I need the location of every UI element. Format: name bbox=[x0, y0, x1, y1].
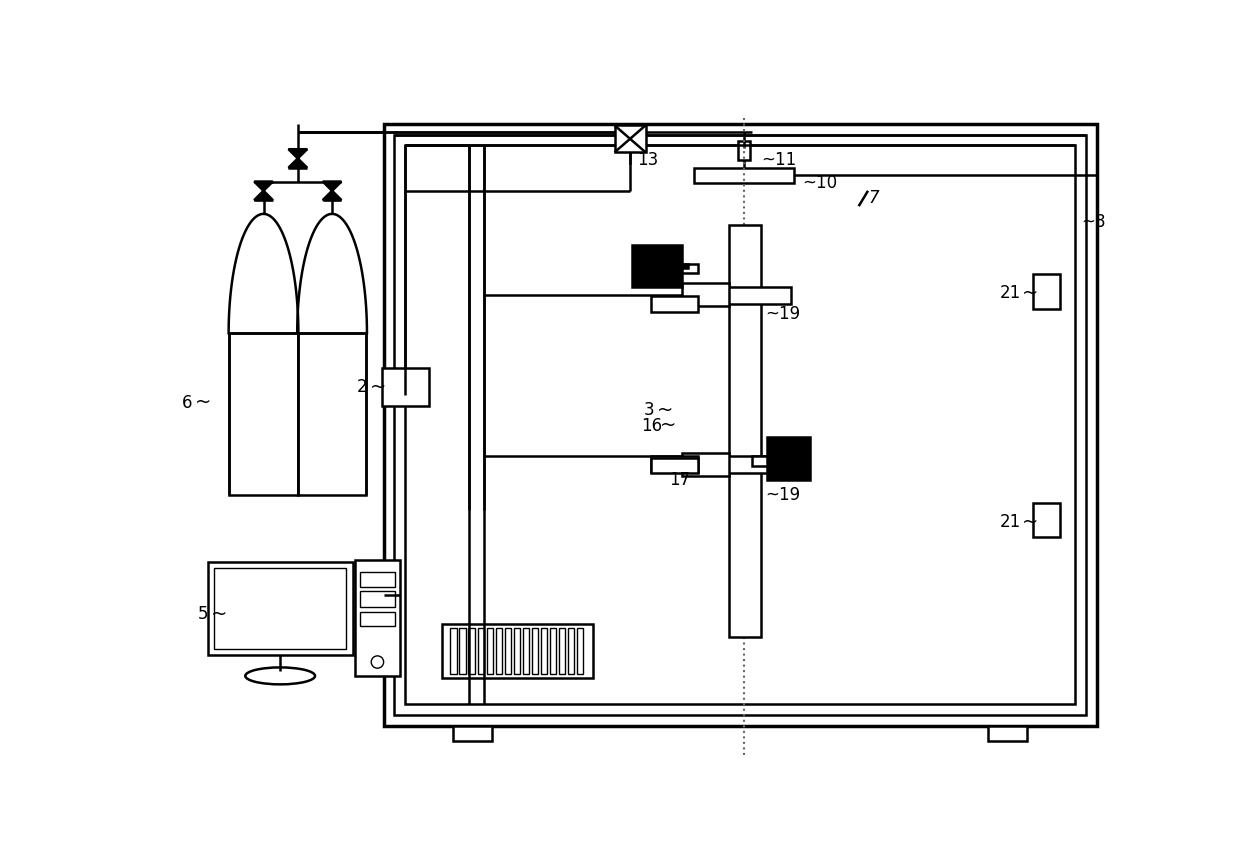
Bar bbox=[559, 628, 565, 674]
Text: ~: ~ bbox=[1022, 512, 1038, 532]
Bar bbox=[486, 628, 494, 674]
Bar bbox=[394, 135, 1086, 715]
Bar bbox=[615, 125, 646, 153]
Text: 21: 21 bbox=[1001, 513, 1022, 531]
Text: ~: ~ bbox=[370, 377, 386, 397]
Bar bbox=[441, 625, 593, 678]
Bar bbox=[454, 726, 492, 741]
Text: ~19: ~19 bbox=[765, 486, 800, 504]
Bar bbox=[215, 568, 346, 649]
Bar bbox=[549, 628, 557, 674]
Bar bbox=[496, 628, 502, 674]
Bar bbox=[693, 168, 795, 183]
Bar bbox=[360, 591, 396, 607]
Bar bbox=[568, 628, 574, 674]
Text: ~: ~ bbox=[656, 400, 673, 420]
Bar bbox=[1033, 274, 1060, 308]
Bar bbox=[299, 333, 366, 495]
Polygon shape bbox=[254, 181, 273, 200]
Text: 2: 2 bbox=[357, 378, 367, 396]
Text: ~: ~ bbox=[660, 416, 676, 435]
Bar bbox=[651, 296, 697, 312]
Bar bbox=[360, 612, 396, 626]
Text: 16: 16 bbox=[641, 417, 662, 435]
Bar bbox=[651, 458, 697, 474]
Bar bbox=[682, 264, 697, 273]
Polygon shape bbox=[289, 149, 308, 168]
Bar bbox=[532, 628, 538, 674]
Text: ~: ~ bbox=[1022, 284, 1038, 302]
Text: 18: 18 bbox=[770, 463, 791, 481]
Text: 7: 7 bbox=[868, 189, 879, 208]
Bar bbox=[450, 628, 456, 674]
Bar bbox=[460, 628, 466, 674]
Text: 13: 13 bbox=[637, 151, 658, 169]
Bar bbox=[405, 146, 1075, 705]
Text: 3: 3 bbox=[644, 401, 653, 419]
Text: 5: 5 bbox=[197, 605, 208, 624]
Bar bbox=[541, 628, 547, 674]
Polygon shape bbox=[322, 181, 341, 200]
Text: 21: 21 bbox=[1001, 285, 1022, 302]
Bar bbox=[988, 726, 1027, 741]
Bar bbox=[631, 245, 682, 287]
Bar bbox=[477, 628, 484, 674]
Bar bbox=[738, 141, 750, 160]
Bar bbox=[382, 368, 429, 406]
Bar bbox=[682, 283, 729, 306]
Bar bbox=[355, 561, 399, 676]
Bar bbox=[768, 437, 810, 480]
Bar bbox=[1033, 503, 1060, 538]
Bar bbox=[682, 452, 729, 475]
Bar bbox=[513, 628, 520, 674]
Bar bbox=[383, 124, 1096, 726]
Bar bbox=[651, 457, 697, 472]
Text: 17: 17 bbox=[668, 470, 689, 488]
Text: ~: ~ bbox=[196, 393, 212, 412]
Text: 6: 6 bbox=[182, 394, 192, 412]
Text: ~14: ~14 bbox=[770, 436, 805, 454]
Text: ~8: ~8 bbox=[1081, 213, 1106, 231]
Bar bbox=[523, 628, 529, 674]
Text: ~10: ~10 bbox=[802, 174, 837, 192]
Bar bbox=[693, 287, 791, 304]
Bar bbox=[469, 628, 475, 674]
Bar bbox=[207, 562, 352, 655]
Text: 15: 15 bbox=[644, 262, 665, 280]
Bar bbox=[228, 333, 299, 495]
Bar bbox=[729, 226, 761, 637]
Bar bbox=[693, 457, 791, 474]
Bar bbox=[682, 264, 688, 268]
Bar bbox=[751, 457, 768, 466]
Bar bbox=[577, 628, 583, 674]
Bar bbox=[360, 572, 396, 587]
Text: ~11: ~11 bbox=[761, 151, 796, 169]
Bar bbox=[505, 628, 511, 674]
Text: ~19: ~19 bbox=[765, 305, 800, 323]
Text: ~: ~ bbox=[211, 605, 227, 624]
